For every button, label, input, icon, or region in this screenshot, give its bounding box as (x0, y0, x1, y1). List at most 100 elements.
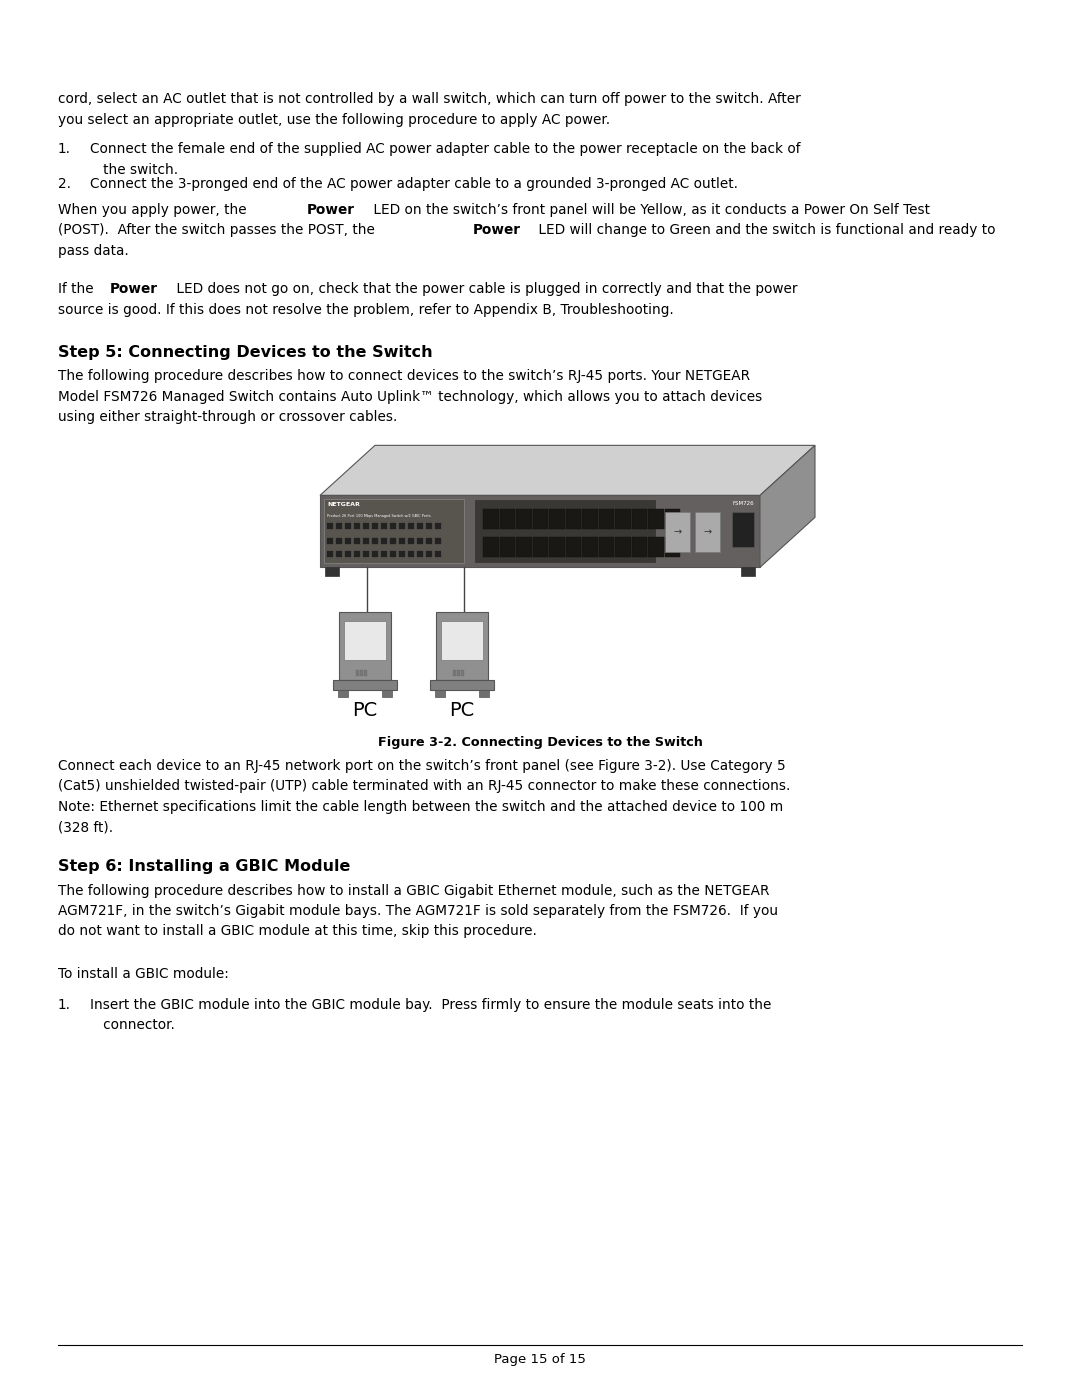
FancyBboxPatch shape (399, 552, 405, 557)
FancyBboxPatch shape (345, 552, 351, 557)
Text: (POST).  After the switch passes the POST, the: (POST). After the switch passes the POST… (58, 224, 379, 237)
FancyBboxPatch shape (382, 690, 392, 697)
Text: FSM726: FSM726 (732, 502, 754, 506)
Text: (Cat5) unshielded twisted-pair (UTP) cable terminated with an RJ-45 connector to: (Cat5) unshielded twisted-pair (UTP) cab… (58, 780, 791, 793)
FancyBboxPatch shape (436, 612, 488, 680)
Text: Power: Power (473, 224, 521, 237)
FancyBboxPatch shape (441, 620, 483, 659)
FancyBboxPatch shape (435, 552, 441, 557)
Text: To install a GBIC module:: To install a GBIC module: (58, 967, 229, 981)
FancyBboxPatch shape (363, 524, 369, 529)
Polygon shape (320, 496, 760, 567)
FancyBboxPatch shape (399, 538, 405, 545)
FancyBboxPatch shape (381, 524, 387, 529)
Text: LED on the switch’s front panel will be Yellow, as it conducts a Power On Self T: LED on the switch’s front panel will be … (369, 203, 930, 217)
FancyBboxPatch shape (338, 690, 348, 697)
Text: Step 6: Installing a GBIC Module: Step 6: Installing a GBIC Module (58, 859, 350, 875)
FancyBboxPatch shape (430, 680, 494, 690)
FancyBboxPatch shape (426, 524, 432, 529)
Text: Power: Power (307, 203, 355, 217)
Polygon shape (760, 446, 815, 567)
FancyBboxPatch shape (381, 538, 387, 545)
Polygon shape (320, 446, 815, 496)
FancyBboxPatch shape (417, 538, 423, 545)
FancyBboxPatch shape (363, 552, 369, 557)
FancyBboxPatch shape (615, 510, 631, 529)
FancyBboxPatch shape (598, 510, 615, 529)
FancyBboxPatch shape (549, 538, 565, 557)
FancyBboxPatch shape (480, 690, 489, 697)
Text: Connect each device to an RJ-45 network port on the switch’s front panel (see Fi: Connect each device to an RJ-45 network … (58, 759, 786, 773)
FancyBboxPatch shape (696, 513, 720, 552)
FancyBboxPatch shape (356, 671, 359, 676)
Text: The following procedure describes how to install a GBIC Gigabit Ethernet module,: The following procedure describes how to… (58, 883, 769, 897)
FancyBboxPatch shape (372, 538, 378, 545)
FancyBboxPatch shape (336, 538, 342, 545)
Text: (328 ft).: (328 ft). (58, 820, 113, 834)
Text: Model FSM726 Managed Switch contains Auto Uplink™ technology, which allows you t: Model FSM726 Managed Switch contains Aut… (58, 390, 762, 404)
FancyBboxPatch shape (325, 567, 339, 577)
FancyBboxPatch shape (435, 690, 445, 697)
FancyBboxPatch shape (664, 538, 680, 557)
FancyBboxPatch shape (483, 538, 499, 557)
FancyBboxPatch shape (532, 510, 548, 529)
Text: using either straight-through or crossover cables.: using either straight-through or crossov… (58, 411, 397, 425)
FancyBboxPatch shape (345, 620, 386, 659)
Text: LED does not go on, check that the power cable is plugged in correctly and that : LED does not go on, check that the power… (172, 282, 797, 296)
FancyBboxPatch shape (632, 538, 647, 557)
FancyBboxPatch shape (741, 567, 755, 577)
FancyBboxPatch shape (327, 524, 333, 529)
Text: cord, select an AC outlet that is not controlled by a wall switch, which can tur: cord, select an AC outlet that is not co… (58, 92, 800, 106)
Text: →: → (674, 527, 681, 538)
FancyBboxPatch shape (390, 552, 396, 557)
Text: 2.: 2. (58, 177, 71, 191)
FancyBboxPatch shape (327, 552, 333, 557)
FancyBboxPatch shape (354, 552, 360, 557)
Text: NETGEAR: NETGEAR (327, 503, 360, 507)
FancyBboxPatch shape (475, 500, 654, 563)
FancyBboxPatch shape (360, 671, 363, 676)
FancyBboxPatch shape (549, 510, 565, 529)
FancyBboxPatch shape (354, 538, 360, 545)
FancyBboxPatch shape (399, 524, 405, 529)
FancyBboxPatch shape (664, 510, 680, 529)
FancyBboxPatch shape (339, 612, 391, 680)
FancyBboxPatch shape (372, 552, 378, 557)
FancyBboxPatch shape (333, 680, 397, 690)
FancyBboxPatch shape (324, 499, 464, 563)
FancyBboxPatch shape (408, 552, 414, 557)
Text: →: → (703, 527, 712, 538)
Text: Note: Ethernet specifications limit the cable length between the switch and the : Note: Ethernet specifications limit the … (58, 800, 783, 814)
Text: Power: Power (109, 282, 158, 296)
Text: PC: PC (352, 701, 378, 721)
FancyBboxPatch shape (417, 524, 423, 529)
FancyBboxPatch shape (390, 538, 396, 545)
FancyBboxPatch shape (499, 538, 515, 557)
FancyBboxPatch shape (532, 538, 548, 557)
Text: connector.: connector. (90, 1018, 175, 1032)
FancyBboxPatch shape (435, 524, 441, 529)
FancyBboxPatch shape (417, 552, 423, 557)
FancyBboxPatch shape (381, 552, 387, 557)
FancyBboxPatch shape (453, 671, 456, 676)
FancyBboxPatch shape (499, 510, 515, 529)
FancyBboxPatch shape (516, 510, 531, 529)
FancyBboxPatch shape (665, 513, 690, 552)
Text: LED will change to Green and the switch is functional and ready to: LED will change to Green and the switch … (535, 224, 996, 237)
Text: PC: PC (449, 701, 474, 721)
Text: Product 26 Port 100 Mbps Managed Switch w/2 GBIC Ports: Product 26 Port 100 Mbps Managed Switch … (327, 514, 431, 518)
FancyBboxPatch shape (582, 538, 597, 557)
Text: If the: If the (58, 282, 98, 296)
FancyBboxPatch shape (327, 538, 333, 545)
FancyBboxPatch shape (336, 524, 342, 529)
FancyBboxPatch shape (345, 538, 351, 545)
Text: do not want to install a GBIC module at this time, skip this procedure.: do not want to install a GBIC module at … (58, 925, 537, 939)
FancyBboxPatch shape (732, 513, 754, 548)
FancyBboxPatch shape (426, 538, 432, 545)
FancyBboxPatch shape (615, 538, 631, 557)
FancyBboxPatch shape (364, 671, 367, 676)
FancyBboxPatch shape (390, 524, 396, 529)
Text: 1.: 1. (58, 142, 71, 156)
FancyBboxPatch shape (345, 524, 351, 529)
Text: 1.: 1. (58, 997, 71, 1011)
